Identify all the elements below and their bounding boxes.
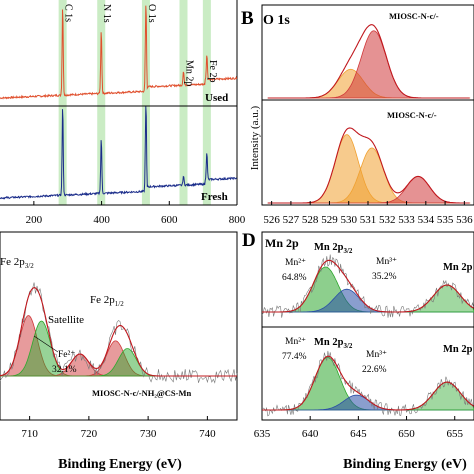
- d-tick-label: 635: [254, 428, 271, 440]
- c-fe2-label: Fe²⁺: [58, 350, 75, 360]
- d-mn2-bottom-label: Mn²⁺: [285, 337, 306, 347]
- d-mn3-top-pct: 35.2%: [372, 272, 397, 282]
- b-sample-bottom: MIOSC-N-c/-: [387, 110, 437, 120]
- a-highlight-band: [202, 0, 211, 205]
- d-x-ticks: 635 640 645 650 655: [254, 416, 463, 440]
- c-peaks: [0, 315, 237, 377]
- d-mn2-bottom-pct: 77.4%: [282, 352, 307, 362]
- a-peak-label: Mn 2p: [184, 60, 195, 86]
- b-bottom-peaks: [267, 127, 471, 204]
- fit-envelope: [267, 127, 470, 204]
- a-peak-label: N 1s: [101, 4, 112, 23]
- b-tick-label: 532: [379, 214, 396, 226]
- a-tick-label: 600: [161, 214, 178, 226]
- c-tick-label: 710: [21, 428, 38, 440]
- a-highlight-band: [97, 0, 106, 205]
- d-envelope: [262, 355, 474, 411]
- c-fe2p32-label: Fe 2p3/2: [0, 256, 34, 270]
- d-mn2p-right-top: Mn 2p: [443, 262, 473, 273]
- c-x-ticks: 710 720 730 740: [21, 416, 216, 440]
- d-top-peaks: [261, 254, 474, 318]
- b-x-ticks: 526 527 528 529 530 531 532 533 534 535 536: [263, 201, 473, 226]
- d-mn3-top-label: Mn³⁺: [376, 257, 397, 267]
- c-fe2p12-label: Fe 2p1/2: [90, 294, 124, 308]
- c-envelope: [0, 287, 237, 377]
- d-mn3-bottom-pct: 22.6%: [362, 365, 387, 375]
- b-tick-label: 536: [456, 214, 473, 226]
- d-bottom-frame: [261, 326, 474, 421]
- fit-component: [267, 147, 471, 204]
- panel-c: Fe 2p3/2 Fe 2p1/2 Satellite Fe²⁺ 32.1% M…: [0, 231, 238, 472]
- d-raw-data: [261, 350, 474, 417]
- c-satellite-label: Satellite: [48, 314, 84, 326]
- c-sample-label: MIOSC-N-c/-NH₂@CS-Mn: [92, 388, 191, 398]
- b-tick-label: 531: [360, 214, 377, 226]
- b-tick-label: 533: [398, 214, 415, 226]
- b-tick-label: 530: [340, 214, 357, 226]
- a-peak-labels: C 1s N 1s O 1s Mn 2p Fe 2p: [63, 4, 218, 86]
- b-ylabel: Intensity (a.u.): [249, 105, 261, 170]
- d-tick-label: 640: [302, 428, 319, 440]
- d-tick-label: 650: [398, 428, 415, 440]
- b-title: O 1s: [263, 13, 290, 28]
- c-tick-label: 730: [140, 428, 157, 440]
- d-mn2-top-label: Mn²⁺: [285, 258, 306, 268]
- c-fe2-percent: 32.1%: [52, 365, 77, 375]
- b-tick-label: 526: [263, 214, 280, 226]
- a-highlight-bands: [58, 0, 211, 205]
- a-fresh-spectrum: [0, 106, 238, 200]
- d-mn3-bottom-label: Mn³⁺: [366, 350, 387, 360]
- b-sample-top: MIOSC-N-c/-: [389, 11, 439, 21]
- panel-letter-d: D: [242, 230, 256, 251]
- c-tick-label: 740: [199, 428, 216, 440]
- d-mn2p32-label: Mn 2p3/2: [314, 242, 353, 255]
- a-tick-label: 800: [229, 214, 246, 226]
- fit-envelope: [267, 24, 470, 99]
- c-xlabel: Binding Energy (eV): [58, 457, 182, 472]
- d-tick-label: 655: [446, 428, 463, 440]
- d-fit-component-2p12: [406, 284, 474, 313]
- a-peak-label: C 1s: [63, 4, 74, 22]
- b-top-peaks: [267, 24, 471, 99]
- b-tick-label: 529: [321, 214, 338, 226]
- a-highlight-band: [141, 0, 150, 205]
- c-frame: [0, 231, 238, 421]
- d-title: Mn 2p: [265, 236, 299, 250]
- a-used-spectrum: [0, 5, 238, 100]
- a-tick-label: 400: [93, 214, 110, 226]
- a-fresh-label: Fresh: [201, 191, 228, 203]
- d-envelope: [262, 259, 474, 313]
- a-highlight-band: [179, 0, 188, 205]
- b-tick-label: 534: [418, 214, 435, 226]
- a-highlight-band: [58, 0, 67, 205]
- d-mn2p-right-bottom: Mn 2p: [443, 344, 473, 355]
- d-tick-label: 645: [350, 428, 367, 440]
- d-raw-data: [261, 254, 474, 318]
- d-mn2-top-pct: 64.8%: [282, 273, 307, 283]
- panel-d: D Mn 2p Mn 2p3/2 Mn 2p Mn²⁺ 64.8% Mn³⁺ 3…: [242, 230, 474, 472]
- a-tick-label: 200: [26, 214, 43, 226]
- d-mn2p32-label-bottom: Mn 2p3/2: [314, 337, 353, 350]
- b-panel-letter-bg: [240, 5, 260, 27]
- c-fe2-leader: [33, 335, 59, 353]
- d-bottom-peaks: [261, 350, 474, 417]
- c-tick-label: 720: [81, 428, 98, 440]
- a-used-label: Used: [205, 92, 228, 104]
- a-x-ticks: 200 400 600 800: [26, 201, 246, 226]
- a-peak-label: O 1s: [146, 4, 157, 23]
- panel-a: C 1s N 1s O 1s Mn 2p Fe 2p Used Fresh 200 400…: [0, 0, 246, 226]
- a-peak-label: Fe 2p: [207, 60, 218, 83]
- panel-b: B O 1s Intensity (a.u.) MIOSC-N-c/- MIOS…: [240, 4, 474, 226]
- d-xlabel: Binding Energy (eV): [343, 457, 467, 472]
- fit-component: [267, 30, 471, 99]
- panel-letter-b: B: [241, 8, 254, 29]
- b-tick-label: 528: [302, 214, 319, 226]
- b-tick-label: 535: [437, 214, 454, 226]
- b-tick-label: 527: [283, 214, 300, 226]
